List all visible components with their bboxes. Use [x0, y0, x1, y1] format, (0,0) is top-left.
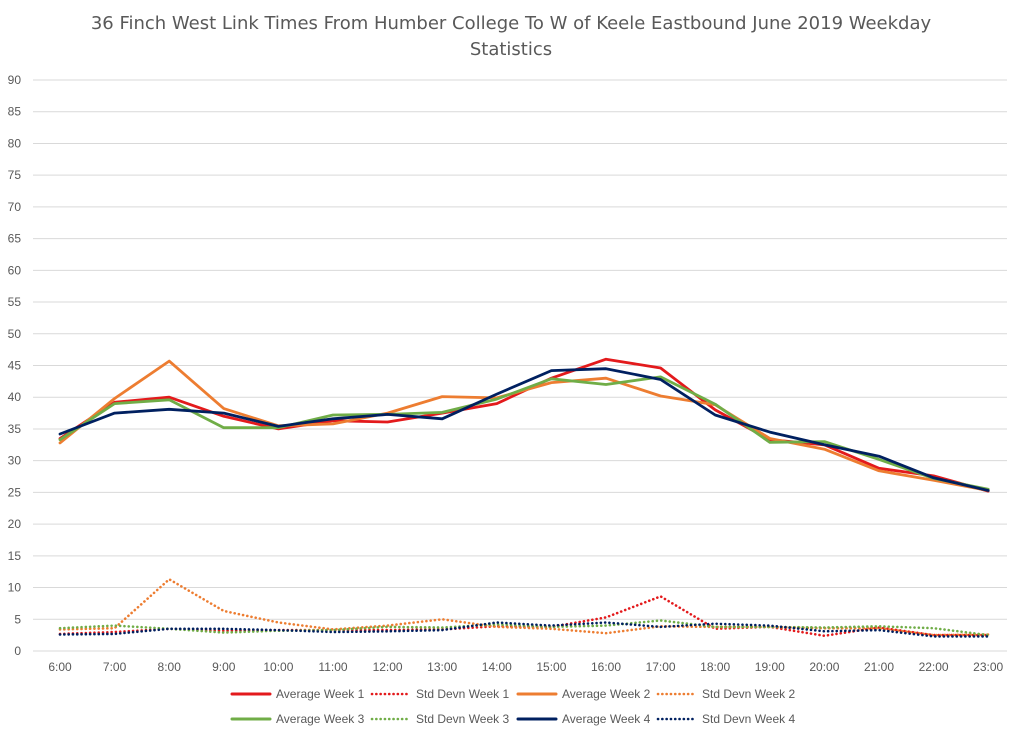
y-tick-label-65: 65	[8, 232, 22, 246]
y-axis-tick-labels: 0 5 10 15 20 25 30 35 40 45 50 55 60 65 70 75 80 85 90	[8, 73, 22, 658]
series-line-average-week-3	[58, 375, 990, 491]
x-tick-label-14-00: 14:00	[482, 660, 512, 674]
y-tick-label-80: 80	[8, 136, 22, 150]
y-tick-label-70: 70	[8, 200, 22, 214]
x-tick-label-7-00: 7:00	[103, 660, 127, 674]
x-tick-label-8-00: 8:00	[158, 660, 182, 674]
chart-title-line-2: Statistics	[470, 39, 552, 60]
legend-label-average-week-1: Average Week 1	[276, 687, 365, 701]
x-tick-label-16-00: 16:00	[591, 660, 621, 674]
x-tick-label-9-00: 9:00	[212, 660, 236, 674]
x-tick-label-6-00: 6:00	[48, 660, 72, 674]
y-tick-label-40: 40	[8, 390, 22, 404]
x-tick-label-19-00: 19:00	[755, 660, 785, 674]
x-tick-label-15-00: 15:00	[536, 660, 566, 674]
x-tick-label-20-00: 20:00	[809, 660, 839, 674]
x-tick-label-18-00: 18:00	[700, 660, 730, 674]
series-line-std-devn-week-3	[58, 619, 990, 637]
x-tick-label-17-00: 17:00	[646, 660, 676, 674]
series-line-average-week-2	[58, 359, 990, 492]
y-tick-label-90: 90	[8, 73, 22, 87]
x-tick-label-22-00: 22:00	[919, 660, 949, 674]
series-line-average-week-4	[58, 367, 990, 492]
legend-label-average-week-4: Average Week 4	[562, 712, 651, 726]
y-tick-label-15: 15	[8, 549, 22, 563]
series-lines	[58, 357, 990, 638]
chart-title-line-1: 36 Finch West Link Times From Humber Col…	[91, 13, 932, 34]
legend: Average Week 1 Std Devn Week 1 Average Wee…	[230, 687, 795, 726]
x-tick-label-21-00: 21:00	[864, 660, 894, 674]
y-tick-label-60: 60	[8, 263, 22, 277]
legend-label-std-devn-week-1: Std Devn Week 1	[416, 687, 509, 701]
y-tick-label-30: 30	[8, 454, 22, 468]
x-tick-label-13-00: 13:00	[427, 660, 457, 674]
legend-label-average-week-2: Average Week 2	[562, 687, 651, 701]
series-line-average-week-1	[58, 357, 990, 493]
x-axis-tick-labels: 6:00 7:00 8:00 9:00 10:00 11:00 12:00 13:00 14:0…	[48, 660, 1003, 674]
y-tick-label-25: 25	[8, 485, 22, 499]
x-tick-label-10-00: 10:00	[263, 660, 293, 674]
legend-label-std-devn-week-3: Std Devn Week 3	[416, 712, 509, 726]
x-tick-label-11-00: 11:00	[318, 660, 347, 674]
legend-label-std-devn-week-2: Std Devn Week 2	[702, 687, 795, 701]
legend-label-std-devn-week-4: Std Devn Week 4	[702, 712, 795, 726]
y-tick-label-20: 20	[8, 517, 22, 531]
y-tick-label-35: 35	[8, 422, 22, 436]
y-tick-label-55: 55	[8, 295, 22, 309]
legend-label-average-week-3: Average Week 3	[276, 712, 365, 726]
y-tick-label-45: 45	[8, 359, 22, 373]
series-line-std-devn-week-4	[58, 621, 990, 638]
x-tick-label-23-00: 23:00	[973, 660, 1003, 674]
y-tick-label-10: 10	[8, 581, 22, 595]
y-tick-label-75: 75	[8, 168, 22, 182]
y-tick-label-0: 0	[14, 644, 21, 658]
gridlines	[33, 79, 1007, 652]
y-tick-label-85: 85	[8, 105, 22, 119]
y-tick-label-50: 50	[8, 327, 22, 341]
y-tick-label-5: 5	[14, 612, 21, 626]
x-tick-label-12-00: 12:00	[373, 660, 403, 674]
